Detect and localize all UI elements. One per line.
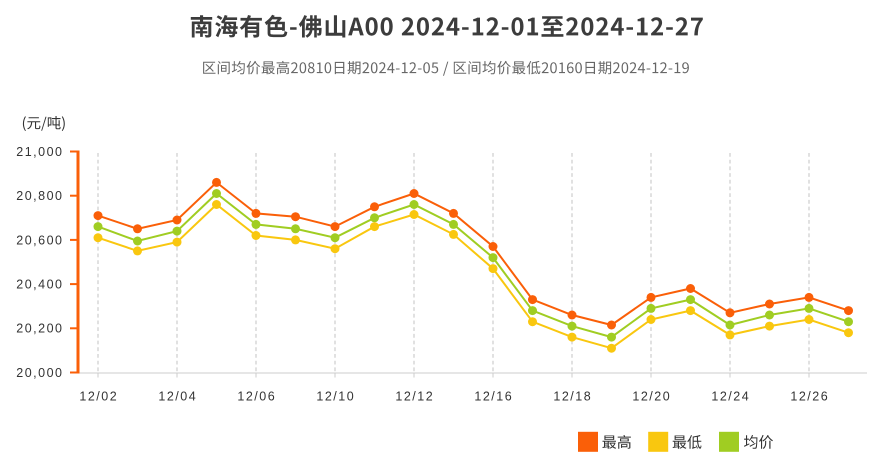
svg-text:20,800: 20,800 (16, 189, 63, 203)
svg-text:12/02: 12/02 (79, 390, 118, 404)
svg-text:12/26: 12/26 (790, 390, 829, 404)
svg-text:20,600: 20,600 (16, 233, 63, 247)
svg-text:20,200: 20,200 (16, 322, 63, 336)
svg-text:12/10: 12/10 (316, 390, 355, 404)
svg-text:21,000: 21,000 (16, 145, 63, 159)
svg-text:12/18: 12/18 (553, 390, 592, 404)
svg-text:12/24: 12/24 (711, 390, 750, 404)
svg-text:12/16: 12/16 (474, 390, 513, 404)
svg-text:12/12: 12/12 (395, 390, 434, 404)
svg-text:12/06: 12/06 (237, 390, 276, 404)
svg-text:20,400: 20,400 (16, 278, 63, 292)
svg-text:12/04: 12/04 (158, 390, 197, 404)
svg-text:20,000: 20,000 (16, 366, 63, 380)
svg-text:12/20: 12/20 (632, 390, 671, 404)
